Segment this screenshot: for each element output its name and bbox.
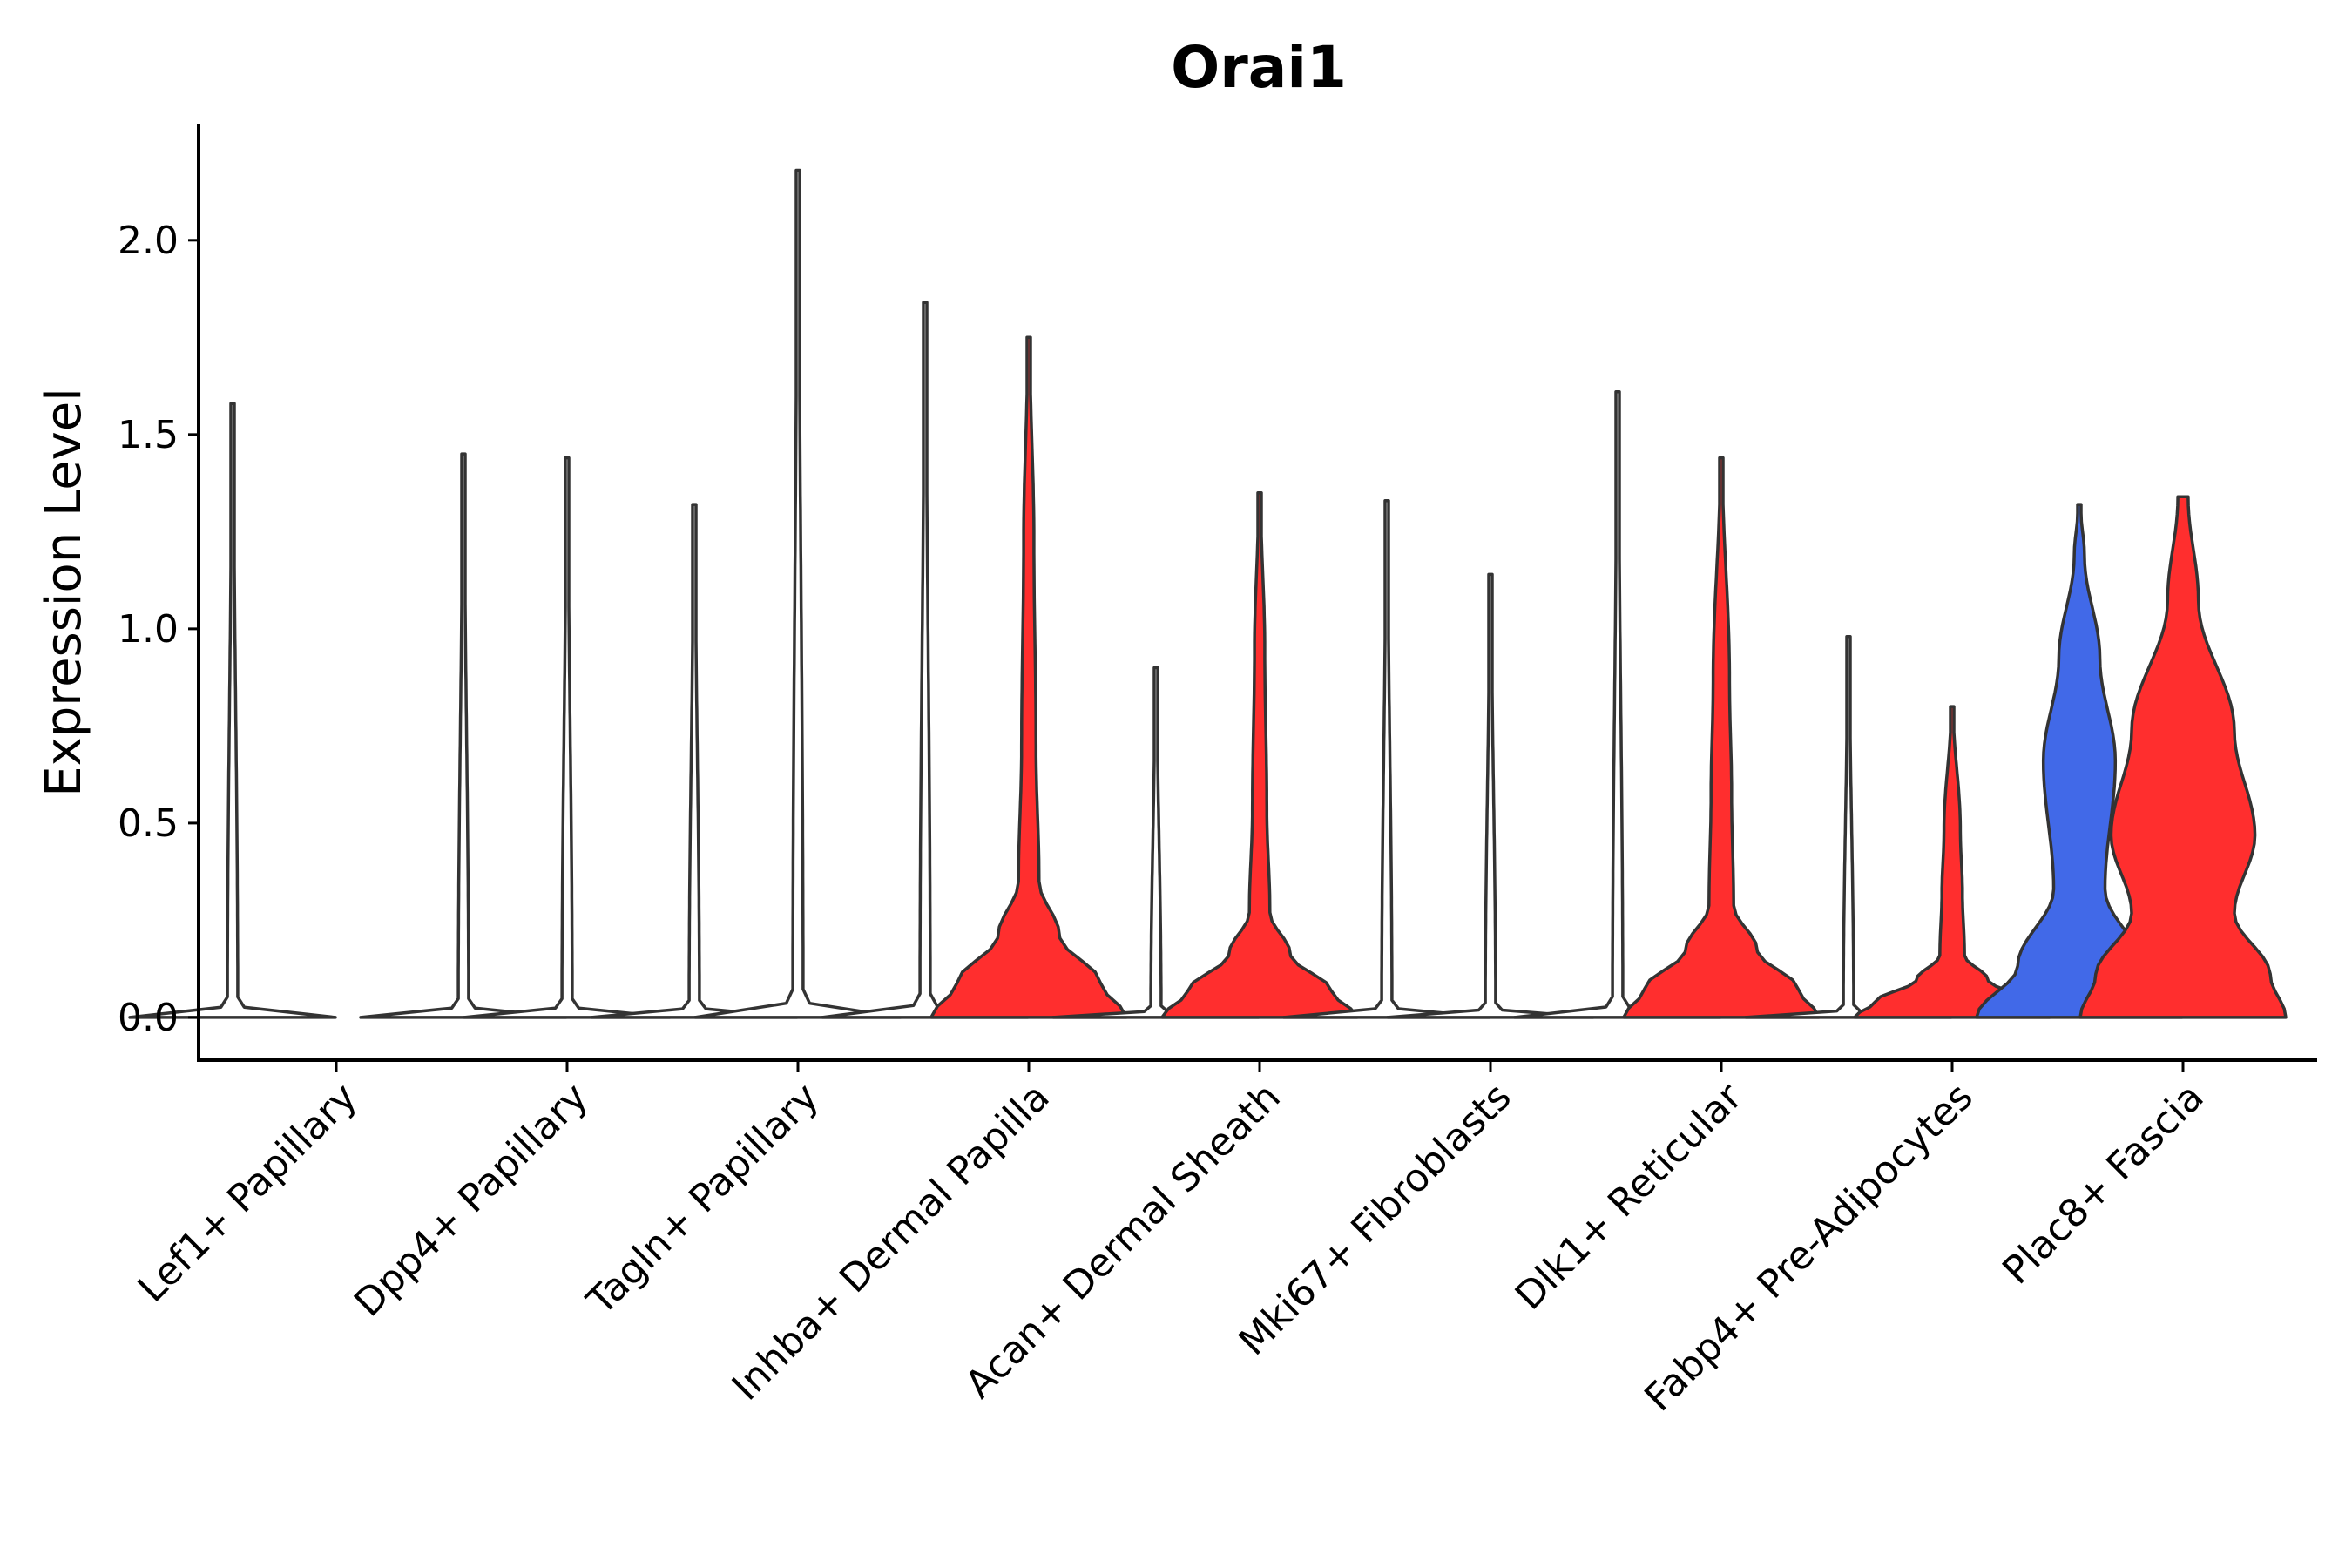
violin-mki67-fibroblasts-1 (1282, 498, 1491, 1019)
violin-fabp4-pre-adipocytes-1 (1744, 635, 1953, 1019)
violin-layer (128, 168, 2288, 1019)
violin-acan-dermal-sheath-2 (1160, 491, 1359, 1019)
violin-plac8-fascia-1 (1975, 503, 2184, 1019)
y-tick-label: 1.0 (118, 607, 179, 652)
y-tick-label: 1.5 (118, 413, 179, 457)
violin-lef1-papillary-1 (128, 402, 337, 1019)
violin-dpp4-papillary-2 (463, 456, 672, 1019)
y-tick-label: 2.0 (118, 219, 179, 263)
y-axis-label: Expression Level (36, 388, 92, 797)
x-tick-label: Tagln+ Papillary (578, 1075, 828, 1324)
x-tick-label: Plac8+ Fascia (1994, 1075, 2213, 1294)
x-tick-label: Dpp4+ Papillary (346, 1075, 597, 1326)
x-tick-label: Dlk1+ Reticular (1507, 1074, 1752, 1319)
violin-acan-dermal-sheath-1 (1051, 666, 1260, 1019)
violin-dlk1-reticular-1 (1513, 390, 1722, 1019)
violin-plac8-fascia-2 (2078, 495, 2288, 1019)
violin-dlk1-reticular-2 (1622, 456, 1821, 1019)
violin-inhba-dermal-papilla-2 (929, 335, 1128, 1019)
violin-inhba-dermal-papilla-1 (821, 301, 1030, 1019)
chart-title: Orai1 (1171, 34, 1347, 101)
violin-tagln-papillary-1 (590, 503, 799, 1019)
y-tick-label: 0.5 (118, 801, 179, 846)
y-axis: 0.0 0.5 1.0 1.5 2.0 (118, 124, 200, 1060)
x-tick-label: Lef1+ Papillary (130, 1075, 366, 1311)
y-tick-label: 0.0 (118, 996, 179, 1040)
violin-fabp4-pre-adipocytes-2 (1853, 705, 2051, 1019)
violin-dpp4-papillary-1 (359, 452, 568, 1019)
violin-tagln-papillary-2 (693, 168, 902, 1019)
violin-mki67-fibroblasts-2 (1386, 572, 1595, 1019)
